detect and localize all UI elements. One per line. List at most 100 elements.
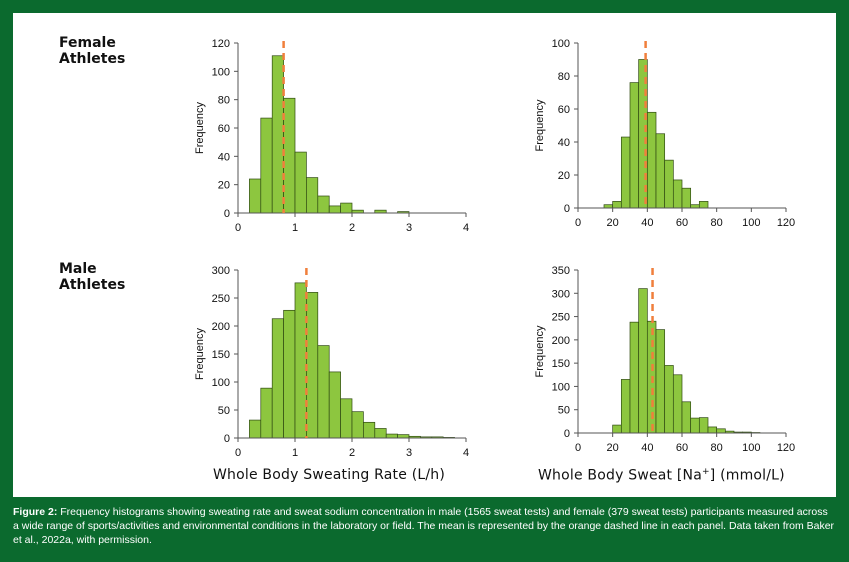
x-tick-label: 4 bbox=[463, 222, 469, 234]
histogram-bar bbox=[306, 292, 319, 439]
x-tick-label: 60 bbox=[676, 442, 688, 454]
y-tick-label: 300 bbox=[212, 265, 230, 277]
x-tick-label: 4 bbox=[463, 447, 469, 459]
y-tick-label: 80 bbox=[218, 95, 230, 107]
histogram-bar bbox=[306, 177, 319, 214]
y-tick-label: 50 bbox=[558, 405, 570, 417]
histogram-bar bbox=[612, 201, 622, 209]
x-axis-title-sweating-rate: Whole Body Sweating Rate (L/h) bbox=[213, 467, 446, 483]
histogram-bar bbox=[363, 421, 376, 439]
histogram-bar bbox=[340, 398, 353, 439]
histogram-bar bbox=[620, 379, 631, 434]
y-tick-label: 20 bbox=[558, 170, 570, 182]
x-tick-label: 80 bbox=[711, 442, 723, 454]
x-axis-title-sweat-sodium: Whole Body Sweat [Na+] (mmol/L) bbox=[538, 467, 785, 484]
histogram-bar bbox=[612, 424, 622, 434]
x-tick-label: 60 bbox=[676, 217, 688, 229]
x-tick-label: 2 bbox=[349, 222, 355, 234]
histogram-bar bbox=[328, 205, 341, 214]
male-row-label: Male Athletes bbox=[59, 261, 126, 293]
histogram-bar bbox=[690, 417, 700, 434]
histogram-bar bbox=[664, 365, 674, 434]
histogram-bar bbox=[638, 288, 648, 434]
histogram-bar bbox=[620, 136, 631, 209]
y-tick-label: 200 bbox=[552, 335, 570, 347]
histogram-bar bbox=[655, 133, 666, 209]
histogram-bar bbox=[351, 411, 364, 439]
histogram-bar bbox=[629, 321, 640, 434]
y-tick-label: 20 bbox=[218, 180, 230, 192]
histogram-bar bbox=[698, 201, 709, 209]
caption-text: Frequency histograms showing sweating ra… bbox=[13, 506, 835, 546]
histogram-bar bbox=[397, 434, 410, 439]
histogram-bar bbox=[664, 159, 674, 209]
histogram-bar bbox=[249, 178, 262, 214]
y-axis-label: Frequency bbox=[194, 328, 206, 380]
y-tick-label: 250 bbox=[212, 293, 230, 305]
x-tick-label: 80 bbox=[711, 217, 723, 229]
histogram-bar bbox=[681, 401, 692, 434]
y-tick-label: 40 bbox=[558, 137, 570, 149]
histogram-bar bbox=[294, 282, 307, 439]
x-tick-label: 3 bbox=[406, 447, 412, 459]
y-tick-label: 0 bbox=[224, 208, 230, 220]
y-tick-label: 60 bbox=[558, 104, 570, 116]
histogram-bar bbox=[385, 433, 398, 439]
figure-caption: Figure 2: Frequency histograms showing s… bbox=[13, 505, 836, 547]
y-tick-label: 80 bbox=[558, 71, 570, 83]
histogram-bar bbox=[707, 426, 718, 434]
histogram-bar bbox=[672, 374, 683, 434]
histogram-bar bbox=[655, 329, 666, 434]
histogram-bar bbox=[698, 417, 709, 434]
x-tick-label: 40 bbox=[641, 217, 653, 229]
female-row-label: Female Athletes bbox=[59, 35, 126, 67]
x-tick-label: 1 bbox=[292, 222, 298, 234]
histogram-bar bbox=[681, 187, 692, 209]
x-tick-label: 0 bbox=[235, 447, 241, 459]
x-tick-label: 0 bbox=[575, 217, 581, 229]
x-tick-label: 40 bbox=[641, 442, 653, 454]
histogram-bar bbox=[672, 179, 683, 209]
x-tick-label: 20 bbox=[607, 217, 619, 229]
x-axis-title-sodium-part1: Whole Body Sweat [Na bbox=[538, 467, 703, 484]
y-axis-label: Frequency bbox=[534, 99, 546, 151]
x-tick-label: 20 bbox=[607, 442, 619, 454]
histogram-bar bbox=[283, 97, 296, 214]
histogram-bar bbox=[716, 428, 726, 434]
y-tick-label: 50 bbox=[218, 405, 230, 417]
histogram-female-sweat-sodium: 0 20 40 60 80 100 120 0 20 40 60 80 100 Frequency bbox=[534, 38, 795, 229]
y-tick-label: 100 bbox=[212, 377, 230, 389]
y-tick-label: 300 bbox=[552, 288, 570, 300]
histogram-male-sweat-sodium: 0 20 40 60 80 100 120 0 50 100 150 200 250 300 350 Freq… bbox=[534, 265, 795, 454]
x-tick-label: 2 bbox=[349, 447, 355, 459]
histogram-bar bbox=[249, 419, 262, 439]
histogram-bar bbox=[629, 82, 640, 209]
histogram-bar bbox=[294, 151, 307, 214]
x-tick-label: 0 bbox=[575, 442, 581, 454]
x-tick-label: 120 bbox=[777, 442, 795, 454]
y-axis-label: Frequency bbox=[534, 325, 546, 377]
histogram-bar bbox=[271, 55, 284, 214]
y-axis-label: Frequency bbox=[194, 102, 206, 154]
y-tick-label: 150 bbox=[552, 358, 570, 370]
histogram-bar bbox=[317, 195, 330, 214]
histogram-bar bbox=[340, 202, 353, 214]
figure-panel: Female Athletes Male Athletes 0 1 2 3 4 0 20 40… bbox=[13, 13, 836, 497]
y-tick-label: 250 bbox=[552, 312, 570, 324]
y-tick-label: 120 bbox=[212, 38, 230, 50]
y-tick-label: 350 bbox=[552, 265, 570, 277]
x-axis-title-sodium-part2: ] (mmol/L) bbox=[709, 467, 785, 484]
histogram-bar bbox=[328, 371, 341, 439]
x-tick-label: 100 bbox=[742, 217, 760, 229]
histogram-bar bbox=[271, 318, 284, 439]
x-tick-label: 100 bbox=[742, 442, 760, 454]
histogram-male-sweating-rate: 0 1 2 3 4 0 50 100 150 200 250 300 Frequency bbox=[194, 265, 469, 459]
x-tick-label: 1 bbox=[292, 447, 298, 459]
x-axis-title-sodium-superscript: + bbox=[702, 467, 710, 477]
y-tick-label: 150 bbox=[212, 349, 230, 361]
y-tick-label: 40 bbox=[218, 151, 230, 163]
x-tick-label: 3 bbox=[406, 222, 412, 234]
x-tick-label: 0 bbox=[235, 222, 241, 234]
histogram-bar bbox=[260, 387, 273, 439]
